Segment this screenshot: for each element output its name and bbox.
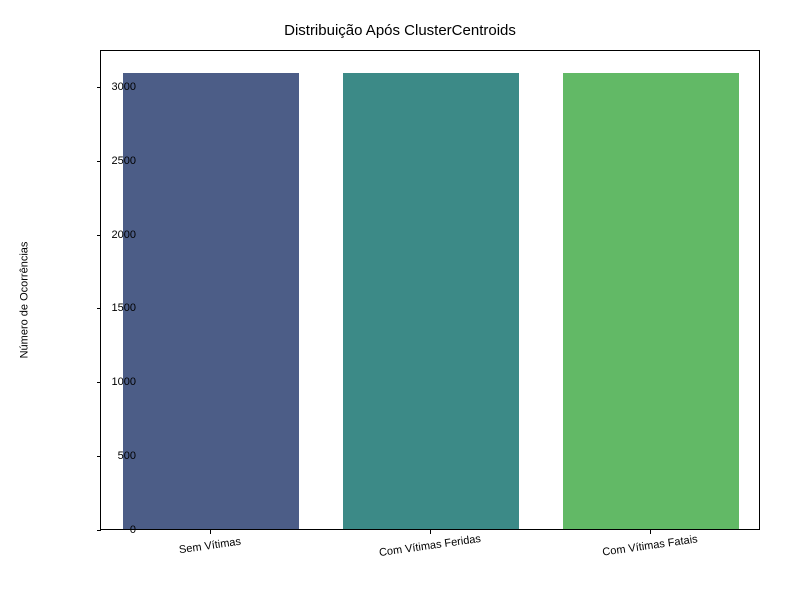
y-tick-mark (97, 87, 101, 88)
y-axis-label: Número de Ocorrências (14, 0, 34, 600)
y-tick-label: 2500 (96, 155, 136, 167)
bar-chart: Distribuição Após ClusterCentroids Númer… (0, 0, 800, 600)
x-tick-label: Com Vítimas Fatais (602, 533, 699, 558)
y-tick-mark (97, 382, 101, 383)
plot-area (100, 50, 760, 530)
y-tick-label: 3000 (96, 81, 136, 93)
y-tick-label: 0 (96, 524, 136, 536)
x-tick-label: Com Vítimas Feridas (378, 533, 481, 559)
bar (343, 73, 519, 529)
x-tick-label: Sem Vítimas (178, 536, 241, 557)
y-tick-label: 1000 (96, 376, 136, 388)
y-tick-mark (97, 530, 101, 531)
y-tick-mark (97, 235, 101, 236)
y-tick-mark (97, 456, 101, 457)
x-tick-mark (650, 530, 651, 534)
y-tick-label: 2000 (96, 229, 136, 241)
x-tick-mark (210, 530, 211, 534)
y-tick-mark (97, 308, 101, 309)
y-tick-mark (97, 161, 101, 162)
y-tick-label: 1500 (96, 302, 136, 314)
bar (563, 73, 739, 529)
bar (123, 73, 299, 529)
y-tick-label: 500 (96, 450, 136, 462)
x-tick-mark (430, 530, 431, 534)
chart-title: Distribuição Após ClusterCentroids (0, 22, 800, 39)
